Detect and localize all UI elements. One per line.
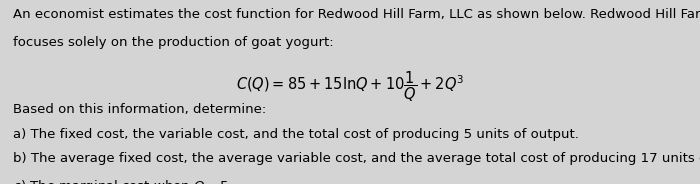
Text: focuses solely on the production of goat yogurt:: focuses solely on the production of goat… <box>13 36 333 49</box>
Text: An economist estimates the cost function for Redwood Hill Farm, LLC as shown bel: An economist estimates the cost function… <box>13 8 700 21</box>
Text: a) The fixed cost, the variable cost, and the total cost of producing 5 units of: a) The fixed cost, the variable cost, an… <box>13 128 578 141</box>
Text: b) The average fixed cost, the average variable cost, and the average total cost: b) The average fixed cost, the average v… <box>13 152 700 165</box>
Text: c) The marginal cost when $Q = 5$.: c) The marginal cost when $Q = 5$. <box>13 178 232 184</box>
Text: $C(Q) = 85 + 15\mathrm{ln}Q + 10\dfrac{1}{Q} + 2Q^3$: $C(Q) = 85 + 15\mathrm{ln}Q + 10\dfrac{1… <box>236 69 464 104</box>
Text: Based on this information, determine:: Based on this information, determine: <box>13 103 266 116</box>
